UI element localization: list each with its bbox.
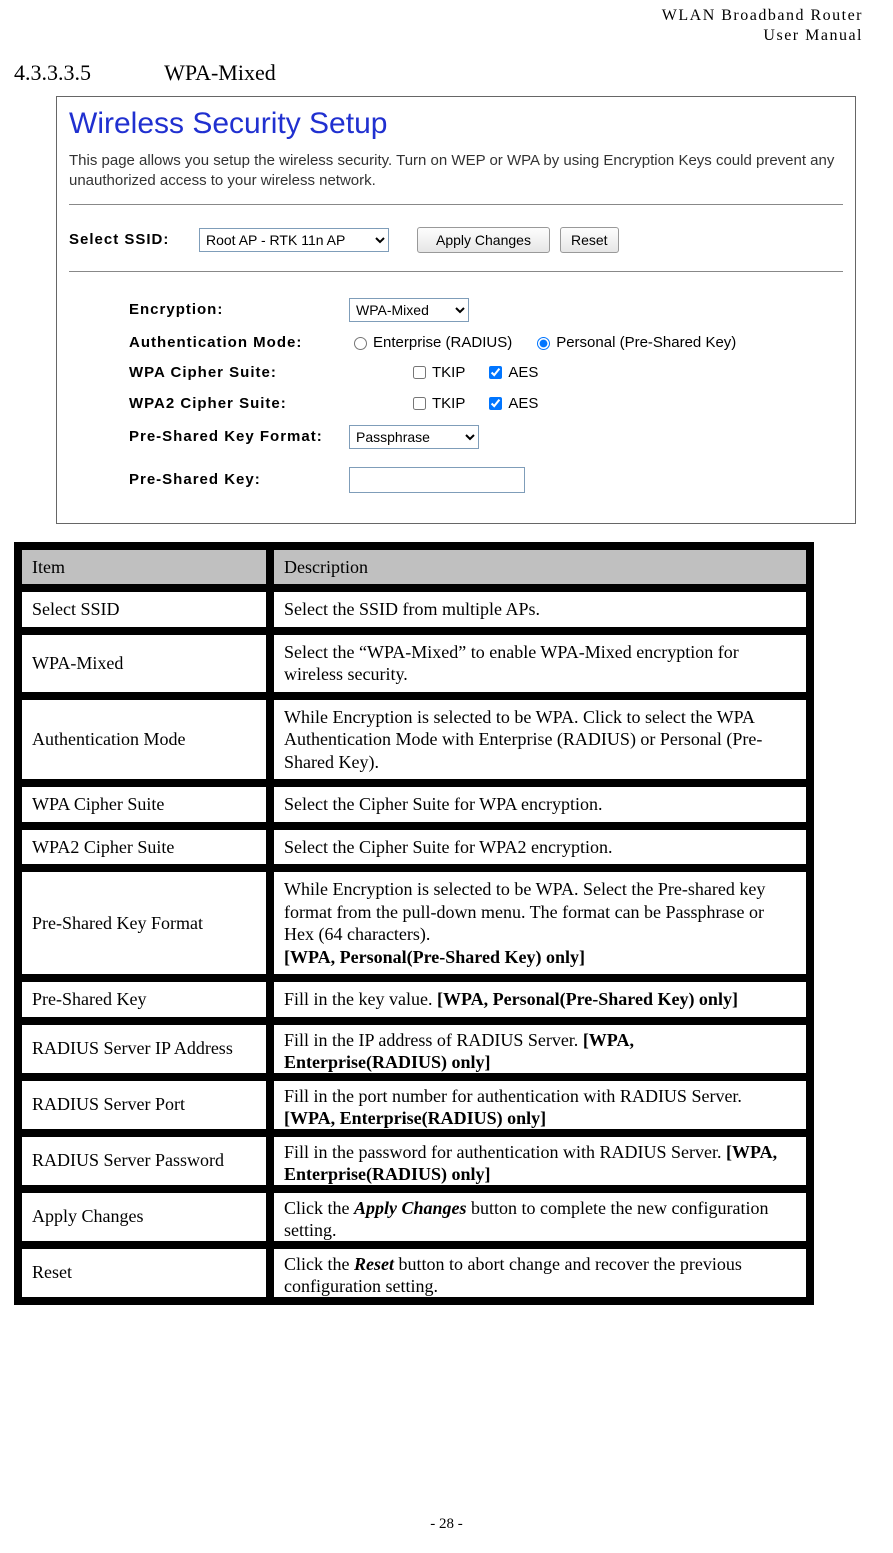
auth-personal-radio[interactable]: Personal (Pre-Shared Key) [532,334,736,351]
wpa-tkip-checkbox[interactable]: TKIP [409,363,465,382]
page-number: - 28 - [0,1516,893,1533]
settings-block: Encryption: WPA-Mixed Authentication Mod… [129,298,843,493]
wpa2-aes-input[interactable] [489,397,502,410]
encryption-label: Encryption: [129,301,349,318]
wpa-aes-input[interactable] [489,366,502,379]
divider [69,204,843,205]
table-cell-item: Select SSID [18,588,270,631]
auth-personal-radio-input[interactable] [537,337,550,350]
doc-header-line2: User Manual [662,26,863,46]
page: WLAN Broadband Router User Manual 4.3.3.… [0,0,893,1553]
table-row: Apply ChangesClick the Apply Changes but… [18,1189,810,1245]
table-cell-description: While Encryption is selected to be WPA. … [270,868,810,978]
apply-changes-button[interactable]: Apply Changes [417,227,550,253]
select-ssid-dropdown[interactable]: Root AP - RTK 11n AP [199,228,389,252]
table-cell-item: WPA-Mixed [18,631,270,696]
section-heading: 4.3.3.3.5 WPA-Mixed [14,60,893,86]
auth-enterprise-radio-input[interactable] [354,337,367,350]
table-header-row: Item Description [18,546,810,589]
table-cell-description: Click the Apply Changes button to comple… [270,1189,810,1245]
psk-input[interactable] [349,467,525,493]
table-cell-description: Select the Cipher Suite for WPA2 encrypt… [270,826,810,869]
table-cell-description: Fill in the IP address of RADIUS Server.… [270,1021,810,1077]
encryption-dropdown[interactable]: WPA-Mixed [349,298,469,322]
wpa-cipher-label: WPA Cipher Suite: [129,364,349,381]
wpa2-tkip-text: TKIP [432,395,465,412]
table-cell-description: Select the Cipher Suite for WPA encrypti… [270,783,810,826]
table-row: RADIUS Server PortFill in the port numbe… [18,1077,810,1133]
psk-format-label: Pre-Shared Key Format: [129,428,349,445]
wpa-aes-text: AES [508,364,538,381]
table-row: Select SSIDSelect the SSID from multiple… [18,588,810,631]
table-cell-description: Fill in the key value. [WPA, Personal(Pr… [270,978,810,1021]
table-cell-description: Fill in the port number for authenticati… [270,1077,810,1133]
table-cell-description: Select the “WPA-Mixed” to enable WPA-Mix… [270,631,810,696]
table-cell-description: Click the Reset button to abort change a… [270,1245,810,1301]
doc-header-line1: WLAN Broadband Router [662,6,863,26]
wpa2-cipher-row: WPA2 Cipher Suite: TKIP AES [129,394,843,413]
select-ssid-row: Select SSID: Root AP - RTK 11n AP Apply … [69,227,843,253]
table-row: RADIUS Server PasswordFill in the passwo… [18,1133,810,1189]
wpa-cipher-row: WPA Cipher Suite: TKIP AES [129,363,843,382]
psk-format-dropdown[interactable]: Passphrase [349,425,479,449]
table-cell-item: Apply Changes [18,1189,270,1245]
doc-header: WLAN Broadband Router User Manual [662,6,863,46]
wpa2-tkip-checkbox[interactable]: TKIP [409,394,465,413]
auth-personal-text: Personal (Pre-Shared Key) [556,334,736,351]
table-cell-item: Reset [18,1245,270,1301]
table-row: RADIUS Server IP AddressFill in the IP a… [18,1021,810,1077]
encryption-row: Encryption: WPA-Mixed [129,298,843,322]
psk-format-row: Pre-Shared Key Format: Passphrase [129,425,843,449]
table-row: WPA Cipher SuiteSelect the Cipher Suite … [18,783,810,826]
table-cell-item: WPA Cipher Suite [18,783,270,826]
section-number: 4.3.3.3.5 [14,60,159,86]
wpa2-tkip-input[interactable] [413,397,426,410]
auth-mode-label: Authentication Mode: [129,334,349,351]
description-table: Item Description Select SSIDSelect the S… [14,542,814,1305]
table-row: Authentication ModeWhile Encryption is s… [18,696,810,784]
wpa-aes-checkbox[interactable]: AES [485,363,538,382]
psk-row: Pre-Shared Key: [129,467,843,493]
table-cell-description: Fill in the password for authentication … [270,1133,810,1189]
psk-label: Pre-Shared Key: [129,471,349,488]
table-header-item: Item [18,546,270,589]
section-title: WPA-Mixed [164,60,276,85]
panel-title: Wireless Security Setup [69,107,843,141]
panel-description: This page allows you setup the wireless … [69,151,843,192]
wireless-security-screenshot: Wireless Security Setup This page allows… [56,96,856,524]
wpa-tkip-input[interactable] [413,366,426,379]
auth-mode-row: Authentication Mode: Enterprise (RADIUS)… [129,334,843,351]
wpa2-aes-text: AES [508,395,538,412]
table-cell-item: RADIUS Server Password [18,1133,270,1189]
table-cell-description: Select the SSID from multiple APs. [270,588,810,631]
table-row: WPA2 Cipher SuiteSelect the Cipher Suite… [18,826,810,869]
select-ssid-label: Select SSID: [69,231,199,248]
table-cell-description: While Encryption is selected to be WPA. … [270,696,810,784]
wpa2-aes-checkbox[interactable]: AES [485,394,538,413]
table-cell-item: WPA2 Cipher Suite [18,826,270,869]
table-cell-item: Pre-Shared Key Format [18,868,270,978]
table-header-desc: Description [270,546,810,589]
table-row: Pre-Shared Key FormatWhile Encryption is… [18,868,810,978]
table-cell-item: RADIUS Server IP Address [18,1021,270,1077]
table-cell-item: Authentication Mode [18,696,270,784]
auth-enterprise-text: Enterprise (RADIUS) [373,334,512,351]
table-row: Pre-Shared KeyFill in the key value. [WP… [18,978,810,1021]
table-cell-item: RADIUS Server Port [18,1077,270,1133]
table-cell-item: Pre-Shared Key [18,978,270,1021]
table-row: WPA-MixedSelect the “WPA-Mixed” to enabl… [18,631,810,696]
table-row: ResetClick the Reset button to abort cha… [18,1245,810,1301]
reset-button[interactable]: Reset [560,227,619,253]
wpa-tkip-text: TKIP [432,364,465,381]
wpa2-cipher-label: WPA2 Cipher Suite: [129,395,349,412]
divider [69,271,843,272]
auth-enterprise-radio[interactable]: Enterprise (RADIUS) [349,334,512,351]
